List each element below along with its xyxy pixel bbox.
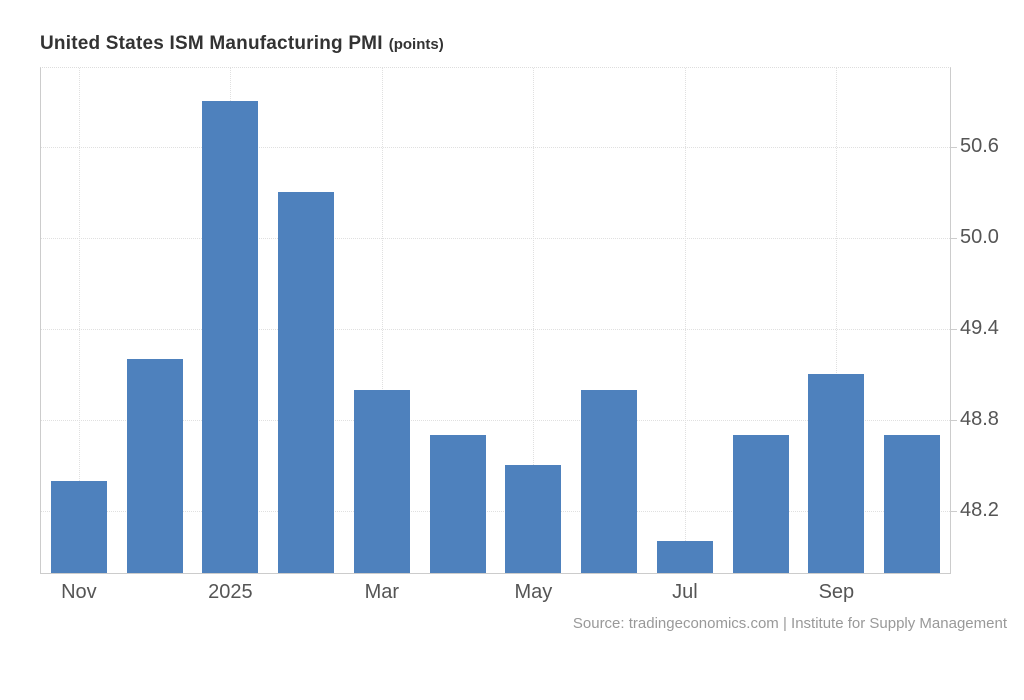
x-axis-label: Sep [818,581,855,603]
v-gridline [836,68,838,573]
y-axis-tick [951,510,957,512]
source-attribution: Source: tradingeconomics.com | Institute… [572,615,1007,632]
h-gridline [41,328,950,330]
bar[interactable] [656,541,713,573]
h-gridline [41,146,950,148]
v-gridline [684,68,686,573]
v-gridline [533,68,535,573]
h-gridline [41,237,950,239]
bar[interactable] [278,192,335,573]
bar[interactable] [353,389,410,573]
bar[interactable] [505,465,562,573]
x-axis-label: May [514,581,553,603]
x-axis-label: Mar [364,581,400,603]
chart-title: United States ISM Manufacturing PMI [40,33,383,54]
bar[interactable] [429,435,486,573]
bar[interactable] [884,435,941,573]
bar[interactable] [732,435,789,573]
bar[interactable] [808,374,865,573]
h-gridline [41,419,950,421]
y-axis-tick [951,146,957,148]
bar[interactable] [126,359,183,573]
chart-units: (points) [388,36,444,53]
y-axis-label: 50.0 [960,225,999,248]
y-axis-label: 48.8 [960,407,999,430]
y-axis-label: 50.6 [960,134,999,157]
h-gridline [41,510,950,512]
y-axis-tick [951,419,957,421]
bar[interactable] [581,389,638,573]
bar[interactable] [202,101,259,573]
x-axis-label: Nov [61,581,97,603]
bar[interactable] [50,480,107,573]
y-axis-label: 49.4 [960,316,999,339]
x-axis-label: 2025 [208,581,253,603]
y-axis-tick [951,328,957,330]
chart-header: United States ISM Manufacturing PMI (poin… [40,33,444,55]
y-axis-label: 48.2 [960,498,999,521]
plot-area: 48.2 48.8 49.4 50.0 50.6 Nov 2025 Mar May Jul Sep [40,67,999,603]
v-gridline [381,68,383,573]
x-axis-label: Jul [672,581,698,603]
v-gridline [78,68,80,573]
y-axis-tick [951,237,957,239]
